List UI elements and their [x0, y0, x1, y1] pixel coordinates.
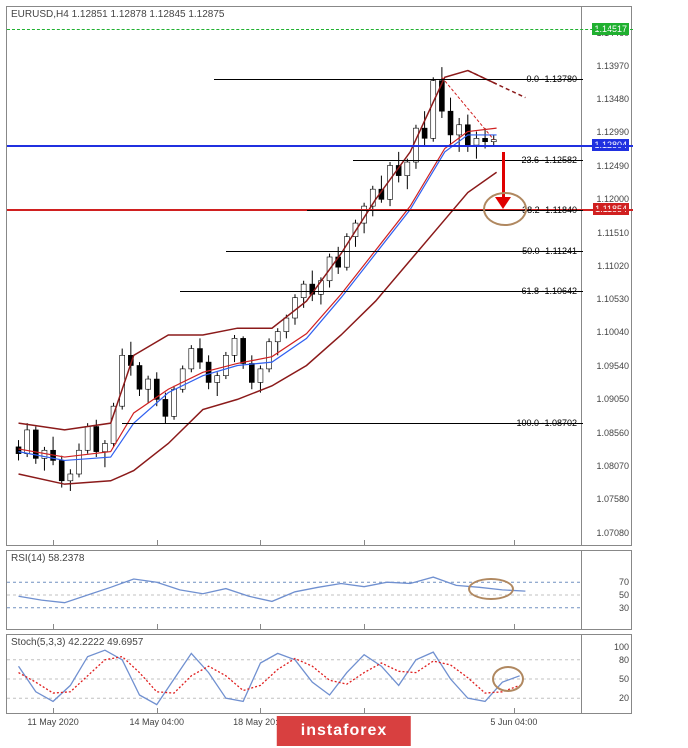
hline	[7, 145, 633, 147]
stoch-y-axis: 205080100	[581, 635, 631, 713]
main-price-chart[interactable]: EURUSD,H4 1.12851 1.12878 1.12845 1.1287…	[6, 6, 632, 546]
rsi-y-axis: 305070	[581, 551, 631, 629]
x-tick: 5 Jun 04:00	[490, 717, 537, 727]
x-tick: 14 May 04:00	[129, 717, 184, 727]
fib-label: 0.0 -1.13780	[526, 74, 577, 84]
main-y-axis: 1.070801.075801.080701.085601.090501.095…	[581, 7, 631, 545]
fib-label: 50.0 -1.11241	[522, 246, 577, 256]
main-chart-svg	[7, 7, 583, 547]
circle-annotation	[492, 666, 524, 692]
fib-label: 23.6 -1.12582	[521, 155, 577, 165]
fib-line	[122, 423, 583, 424]
circle-annotation	[468, 578, 514, 600]
rsi-chart[interactable]: RSI(14) 58.2378 305070	[6, 550, 632, 630]
hline	[7, 29, 633, 30]
x-tick: 11 May 2020	[27, 717, 78, 727]
fib-label: 61.8 -1.10642	[521, 286, 577, 296]
fib-label: 38.2 -1.11840	[522, 205, 577, 215]
stoch-chart[interactable]: Stoch(5,3,3) 42.2222 49.6957 205080100 1…	[6, 634, 632, 714]
fib-label: 100.0 -1.08702	[516, 418, 577, 428]
watermark: instaforex	[277, 716, 411, 746]
